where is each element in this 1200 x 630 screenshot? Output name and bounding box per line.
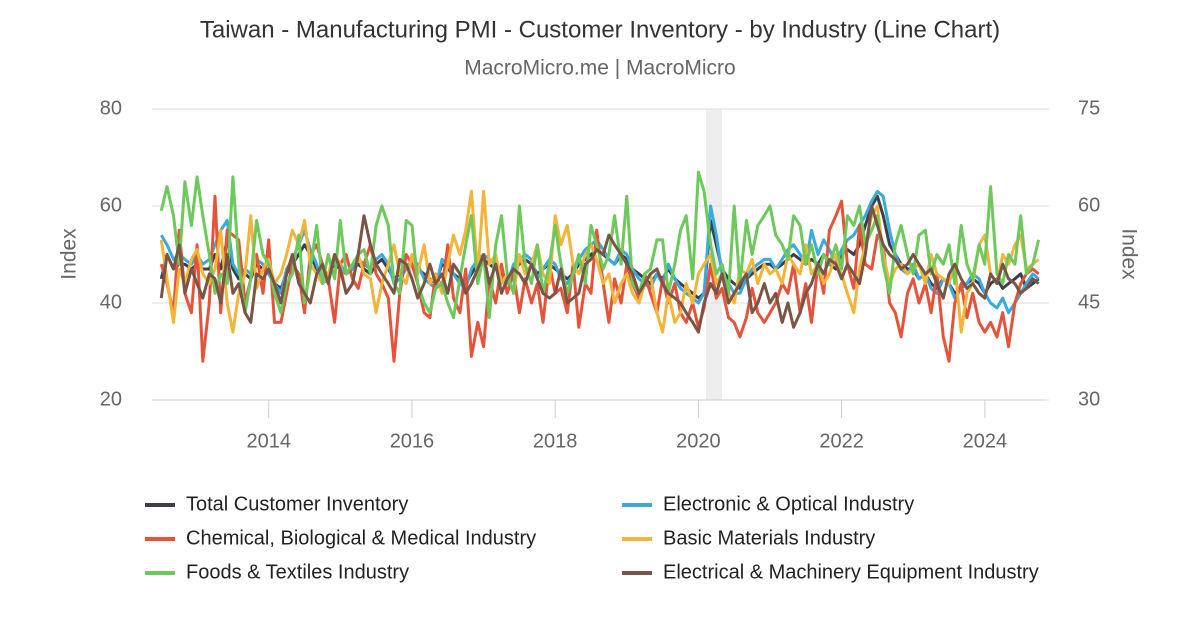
x-tick-label: 2024 (963, 430, 1008, 452)
y-axis-label: Index (58, 228, 81, 280)
legend-label: Electrical & Machinery Equipment Industr… (663, 561, 1039, 583)
x-tick-label: 2022 (819, 430, 864, 452)
x-tick-label: 2020 (676, 430, 721, 452)
x-tick-label: 2016 (390, 430, 435, 452)
y2-tick-label: 75 (1078, 97, 1100, 119)
chart-title: Taiwan - Manufacturing PMI - Customer In… (200, 16, 1000, 43)
chart-subtitle: MacroMicro.me | MacroMicro (464, 57, 735, 80)
legend-label: Foods & Textiles Industry (186, 561, 409, 583)
y2-tick-label: 30 (1078, 388, 1100, 410)
series-line (159, 170, 1041, 320)
y-tick-label: 40 (100, 291, 122, 313)
x-tick-label: 2014 (246, 430, 291, 452)
y2-axis-label: Index (1117, 228, 1140, 280)
y-tick-label: 80 (100, 97, 122, 119)
legend-label: Chemical, Biological & Medical Industry (186, 527, 536, 549)
x-tick-label: 2018 (533, 430, 578, 452)
legend-label: Basic Materials Industry (663, 527, 875, 549)
y2-tick-label: 60 (1078, 194, 1100, 216)
y-tick-label: 60 (100, 194, 122, 216)
y2-tick-label: 45 (1078, 291, 1100, 313)
y-tick-label: 20 (100, 388, 122, 410)
legend-label: Total Customer Inventory (186, 493, 408, 515)
series-line (159, 204, 1040, 334)
legend-label: Electronic & Optical Industry (663, 493, 914, 515)
